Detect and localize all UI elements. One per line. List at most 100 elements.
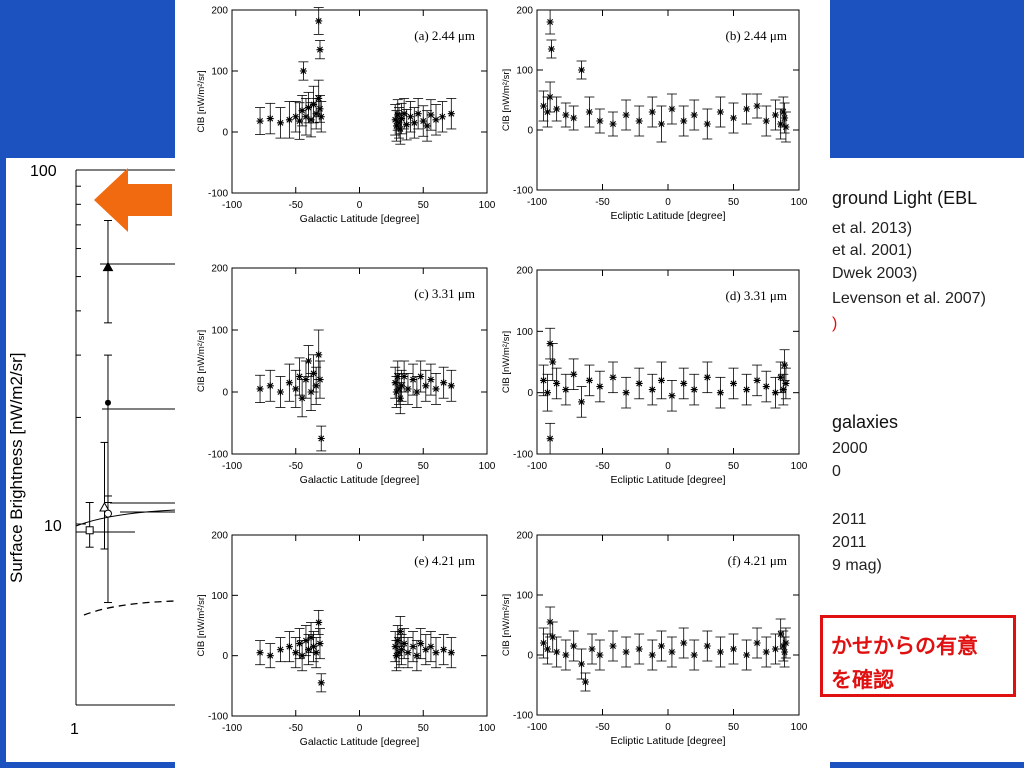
asterisk-marker: [730, 645, 737, 653]
data-point: [265, 102, 276, 135]
asterisk-marker: [400, 373, 408, 380]
asterisk-marker: [417, 640, 425, 648]
asterisk-marker: [543, 389, 551, 397]
asterisk-marker: [312, 382, 320, 390]
asterisk-marker: [440, 646, 448, 654]
asterisk-marker: [276, 646, 284, 654]
asterisk-marker: [668, 392, 676, 400]
data-point: [545, 422, 556, 455]
ytick-label: 200: [211, 6, 228, 17]
ytick-label: 0: [527, 651, 533, 662]
panel-title: (e) 4.21 μm: [414, 553, 475, 568]
asterisk-marker: [391, 643, 399, 651]
orange-left-arrow: [94, 168, 172, 232]
asterisk-marker: [690, 651, 698, 659]
asterisk-marker: [596, 383, 604, 391]
asterisk-marker: [585, 108, 593, 116]
asterisk-marker: [743, 651, 751, 659]
data-point: [702, 630, 713, 662]
data-point: [607, 630, 618, 662]
asterisk-marker: [716, 648, 724, 656]
data-point: [576, 648, 587, 680]
asterisk-marker: [609, 120, 617, 128]
data-point-triangle: [102, 261, 114, 272]
panel-title: (a) 2.44 μm: [414, 28, 475, 43]
data-point: [780, 627, 791, 659]
cib-panel: -100 0 100 200 -100 -50 0 50 100 Ecliptic Latitud…: [501, 266, 808, 487]
data-point-triangle: [99, 501, 110, 512]
data-point-circle: [103, 509, 112, 518]
data-point: [741, 373, 752, 406]
back-plot-points: [85, 220, 114, 604]
panel-title: (f) 4.21 μm: [728, 553, 787, 568]
data-point: [647, 96, 658, 128]
asterisk-marker: [540, 639, 548, 647]
xtick-label: 50: [418, 723, 430, 734]
data-point: [770, 99, 781, 131]
asterisk-marker: [410, 119, 418, 127]
data-point: [779, 349, 790, 381]
asterisk-marker: [553, 379, 561, 387]
data-point: [255, 107, 266, 135]
xtick-label: 100: [791, 461, 808, 472]
data-point: [420, 634, 431, 666]
asterisk-marker: [753, 102, 761, 110]
data-point: [634, 633, 645, 665]
ytick-label: 100: [516, 591, 533, 602]
asterisk-marker: [779, 642, 787, 650]
panel-frame: [231, 534, 488, 717]
data-point: [438, 366, 449, 399]
asterisk-marker: [648, 651, 656, 659]
data-point: [399, 628, 410, 660]
data-point: [405, 101, 416, 133]
asterisk-marker: [440, 379, 448, 387]
asterisk-marker: [315, 17, 323, 25]
asterisk-marker: [307, 116, 315, 124]
asterisk-marker: [562, 111, 570, 119]
asterisk-marker: [447, 382, 455, 390]
ytick-label: 100: [516, 327, 533, 338]
data-point: [538, 90, 549, 122]
data-point: [313, 7, 324, 35]
asterisk-marker: [276, 119, 284, 127]
y-axis-label: CIB [nW/m²/sr]: [501, 69, 512, 131]
data-point: [678, 105, 689, 137]
data-point: [778, 630, 789, 662]
data-point: [437, 101, 448, 133]
data-point: [560, 373, 571, 406]
asterisk-marker: [310, 643, 318, 651]
asterisk-marker: [596, 651, 604, 659]
data-point: [395, 382, 406, 415]
asterisk-marker: [648, 108, 656, 116]
panel-title: (c) 3.31 μm: [414, 286, 475, 301]
panel-frame: [536, 269, 800, 455]
asterisk-marker: [296, 117, 304, 125]
asterisk-marker: [753, 376, 761, 384]
arrow-shape: [94, 168, 172, 232]
data-point: [314, 628, 325, 660]
asterisk-marker: [540, 376, 548, 384]
data-point: [741, 639, 752, 671]
asterisk-marker: [409, 643, 417, 651]
asterisk-marker: [396, 628, 404, 636]
asterisk-marker: [546, 18, 554, 26]
data-point: [411, 640, 422, 672]
data-point: [728, 633, 739, 665]
data-point: [621, 636, 632, 668]
asterisk-marker: [771, 389, 779, 397]
asterisk-marker: [743, 105, 751, 113]
asterisk-marker: [447, 649, 455, 657]
data-point-square: [85, 526, 94, 535]
x-axis-label: Galactic Latitude [degree]: [300, 474, 420, 486]
data-point: [420, 369, 431, 402]
xtick-label: 100: [479, 723, 496, 734]
asterisk-marker: [668, 648, 676, 656]
asterisk-marker: [315, 618, 323, 626]
data-point: [634, 105, 645, 137]
data-point: [666, 93, 677, 125]
asterisk-marker: [396, 394, 404, 402]
data-point: [284, 101, 295, 139]
data-point: [594, 370, 605, 403]
data-point: [290, 101, 301, 133]
asterisk-marker: [432, 385, 440, 393]
